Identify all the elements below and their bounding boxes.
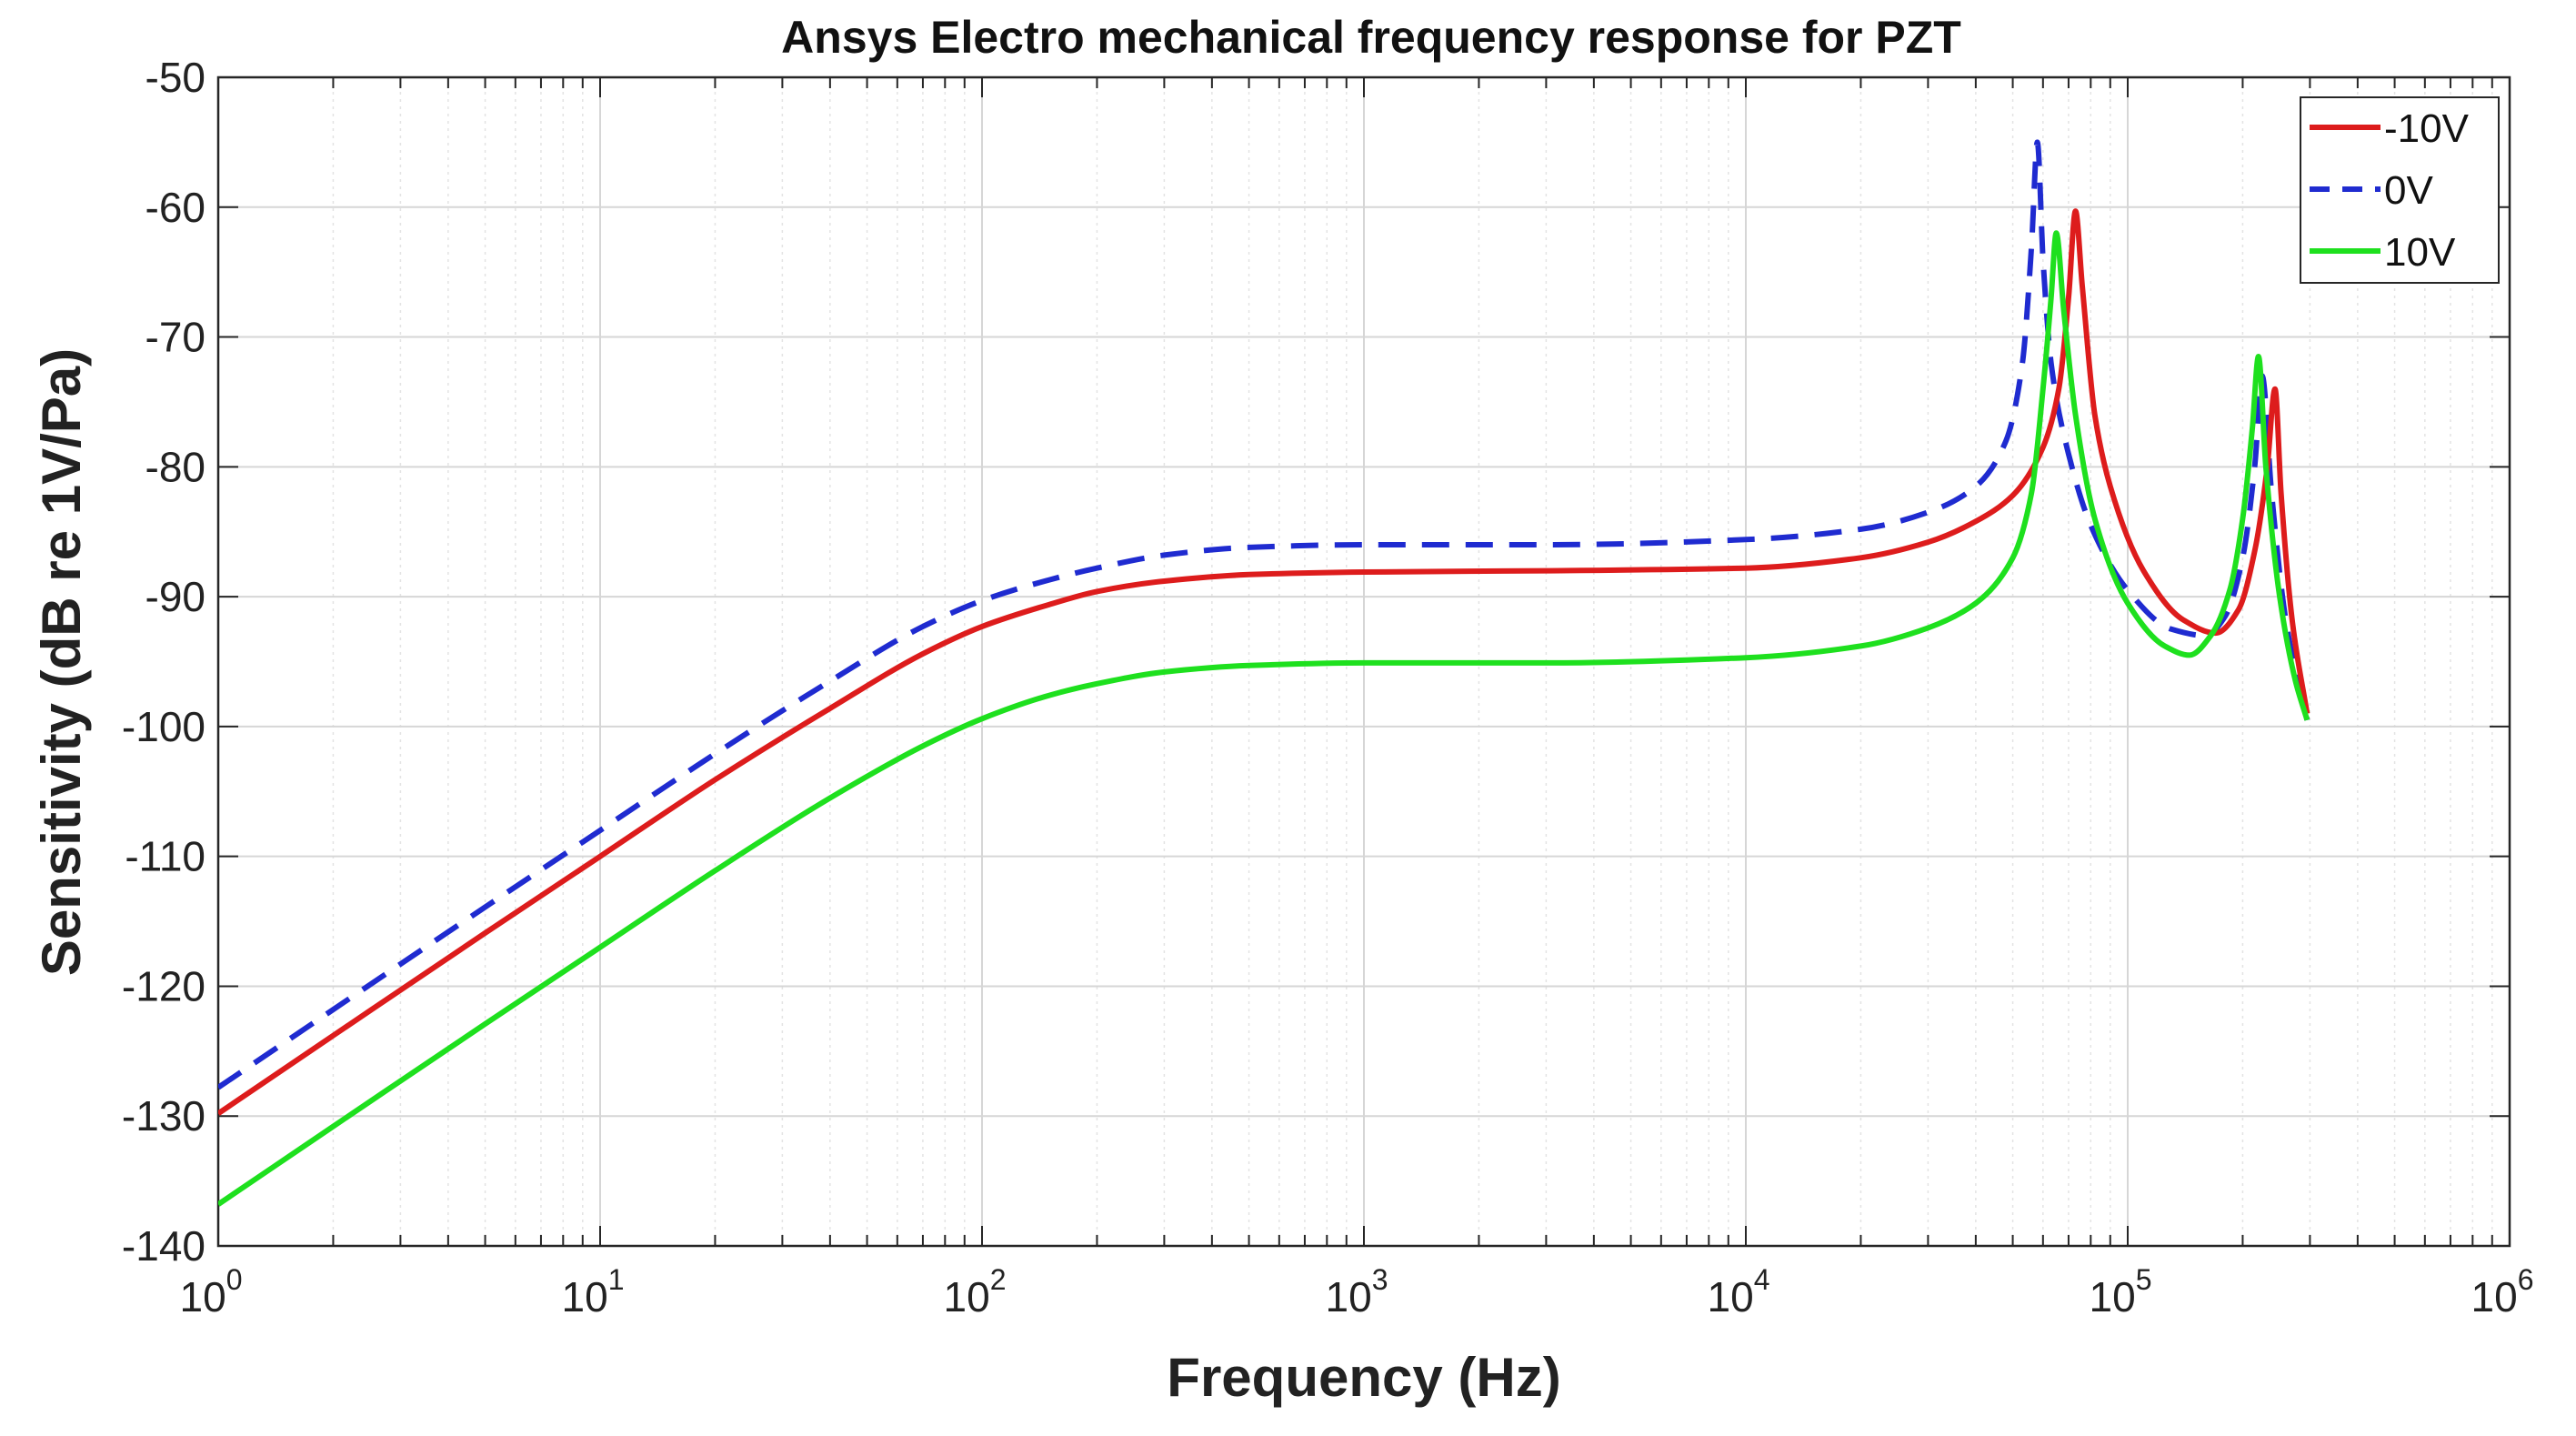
chart-title: Ansys Electro mechanical frequency respo… bbox=[781, 12, 1961, 63]
x-tick-base: 10 bbox=[562, 1273, 608, 1321]
x-tick-exponent: 2 bbox=[990, 1263, 1007, 1296]
y-tick-label: -130 bbox=[122, 1092, 205, 1140]
y-tick-label: -50 bbox=[145, 54, 205, 101]
y-tick-label: -70 bbox=[145, 314, 205, 361]
x-tick-base: 10 bbox=[1708, 1273, 1754, 1321]
y-tick-label: -100 bbox=[122, 703, 205, 750]
x-tick-label: 101 bbox=[562, 1263, 625, 1321]
x-tick-base: 10 bbox=[1326, 1273, 1372, 1321]
y-tick-label: -90 bbox=[145, 573, 205, 620]
series-line-10v bbox=[218, 230, 2310, 1207]
x-axis-label: Frequency (Hz) bbox=[1167, 1347, 1560, 1408]
y-axis-label: Sensitivity (dB re 1V/Pa) bbox=[31, 348, 92, 976]
x-tick-exponent: 5 bbox=[2136, 1263, 2152, 1296]
y-tick-label: -140 bbox=[122, 1222, 205, 1270]
legend-label: 0V bbox=[2384, 168, 2433, 213]
series-line-0v bbox=[218, 139, 2310, 1090]
x-tick-label: 104 bbox=[1708, 1263, 1770, 1321]
x-tick-label: 103 bbox=[1326, 1263, 1388, 1321]
x-tick-label: 105 bbox=[2090, 1263, 2152, 1321]
series-line-10v bbox=[218, 208, 2310, 1116]
x-tick-exponent: 4 bbox=[1754, 1263, 1770, 1296]
y-tick-label: -60 bbox=[145, 184, 205, 231]
x-tick-exponent: 3 bbox=[1372, 1263, 1388, 1296]
y-tick-label: -80 bbox=[145, 443, 205, 490]
x-tick-exponent: 0 bbox=[226, 1263, 243, 1296]
axis-ticks bbox=[217, 76, 2511, 1247]
y-tick-label: -120 bbox=[122, 962, 205, 1009]
x-tick-exponent: 6 bbox=[2518, 1263, 2534, 1296]
series-layer bbox=[218, 139, 2310, 1207]
x-tick-exponent: 1 bbox=[608, 1263, 625, 1296]
x-tick-base: 10 bbox=[944, 1273, 990, 1321]
x-tick-label: 100 bbox=[180, 1263, 243, 1321]
x-tick-base: 10 bbox=[2090, 1273, 2136, 1321]
legend-label: 10V bbox=[2384, 230, 2456, 275]
x-tick-label: 106 bbox=[2471, 1263, 2534, 1321]
legend: -10V 0V 10V bbox=[2300, 96, 2500, 284]
x-tick-label: 102 bbox=[944, 1263, 1007, 1321]
x-tick-base: 10 bbox=[2471, 1273, 2518, 1321]
y-tick-label: -110 bbox=[125, 833, 205, 880]
y-tick-labels: -50 -60 -70 -80 -90 -100 -110 -120 -130 -140 bbox=[122, 54, 205, 1270]
x-tick-base: 10 bbox=[180, 1273, 226, 1321]
legend-label: -10V bbox=[2384, 106, 2470, 151]
x-tick-labels: 100 101 102 103 104 105 106 bbox=[180, 1263, 2534, 1321]
